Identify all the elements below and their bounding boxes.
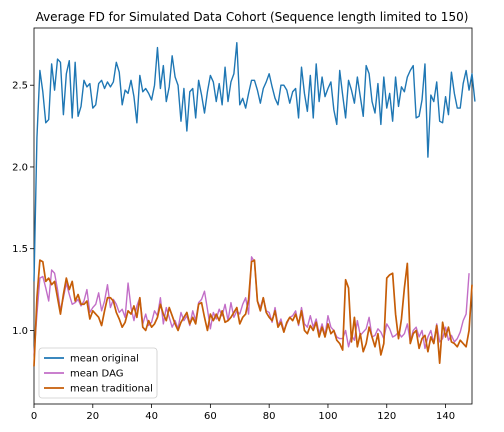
legend-label: mean original — [70, 354, 139, 365]
x-tick-label: 60 — [204, 411, 217, 422]
y-tick-label: 1.0 — [12, 326, 28, 337]
x-tick-label: 40 — [145, 411, 158, 422]
plot-frame — [33, 27, 473, 405]
legend-box — [38, 347, 158, 399]
y-axis: 1.0 1.5 2.0 2.5 — [12, 81, 34, 337]
series-layer — [33, 42, 476, 367]
x-tick-label: 100 — [318, 411, 337, 422]
y-tick-label: 1.5 — [12, 244, 28, 255]
legend-label: mean traditional — [70, 384, 153, 395]
plot-area: 0 20 40 60 80 100 120 140 1.0 1.5 2.0 2.5 — [12, 27, 476, 422]
x-tick-label: 20 — [86, 411, 99, 422]
series-line-mean-DAG — [33, 256, 470, 356]
y-tick-label: 2.0 — [12, 162, 28, 173]
x-tick-label: 120 — [377, 411, 396, 422]
x-axis: 0 20 40 60 80 100 120 140 — [31, 404, 455, 422]
series-line-mean-original — [33, 42, 476, 282]
legend: mean original mean DAG mean traditional — [38, 347, 158, 399]
x-tick-label: 80 — [263, 411, 276, 422]
series-line-mean-traditional — [33, 259, 473, 367]
chart-title: Average FD for Simulated Data Cohort (Se… — [36, 10, 469, 24]
legend-label: mean DAG — [70, 369, 123, 380]
y-tick-label: 2.5 — [12, 81, 28, 92]
x-tick-label: 140 — [436, 411, 455, 422]
x-tick-label: 0 — [31, 411, 37, 422]
